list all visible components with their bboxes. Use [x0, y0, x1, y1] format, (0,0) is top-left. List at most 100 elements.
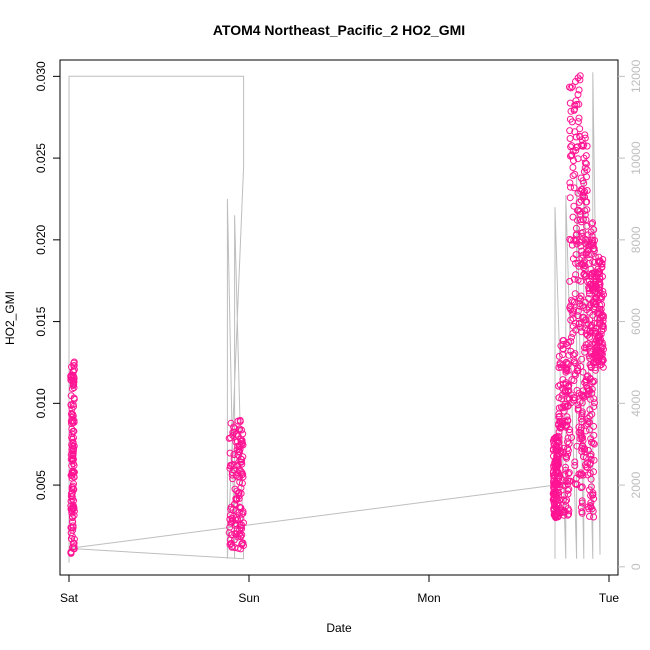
data-point	[575, 319, 583, 327]
data-point	[593, 269, 601, 277]
data-point	[579, 471, 587, 479]
y-tick-label: 0.020	[34, 225, 48, 255]
data-point	[562, 463, 569, 471]
data-point	[584, 459, 591, 467]
data-point	[68, 372, 76, 379]
data-point	[591, 280, 599, 288]
data-point	[582, 427, 590, 435]
data-point	[576, 72, 584, 80]
data-point	[238, 456, 246, 464]
data-point	[570, 184, 578, 192]
data-point	[567, 183, 574, 191]
y-axis: 0.005 0.010 0.015 0.020 0.025 0.030	[34, 61, 60, 500]
data-point	[584, 327, 591, 335]
data-point	[594, 357, 602, 365]
data-point	[568, 376, 576, 384]
data-point	[579, 368, 587, 376]
data-point	[578, 355, 586, 363]
data-point	[70, 402, 78, 410]
data-point	[232, 430, 240, 438]
x-tick-label: Sun	[238, 591, 259, 605]
data-point	[69, 514, 76, 522]
data-point	[591, 319, 599, 327]
data-point	[564, 477, 572, 485]
data-point	[234, 432, 242, 440]
data-point	[565, 507, 573, 515]
y-tick-label: 0.015	[34, 306, 48, 336]
data-point	[591, 327, 599, 335]
data-point	[590, 377, 598, 385]
data-point	[568, 434, 576, 441]
data-point	[565, 469, 573, 477]
data-point	[551, 500, 558, 508]
data-point	[69, 382, 77, 389]
data-point	[590, 456, 598, 464]
data-point	[551, 487, 559, 495]
data-point	[584, 246, 592, 254]
data-point	[227, 539, 235, 547]
data-point	[574, 118, 582, 126]
data-point	[581, 134, 589, 142]
data-point	[558, 395, 566, 403]
right-y-tick-label: 2000	[629, 471, 643, 498]
data-point	[566, 426, 573, 434]
data-point	[581, 131, 589, 139]
data-point	[565, 440, 573, 448]
data-point	[69, 485, 77, 493]
data-point	[554, 457, 562, 465]
right-y-tick-label: 10000	[629, 141, 643, 175]
data-point	[578, 412, 586, 420]
data-point	[592, 324, 599, 332]
data-point	[586, 512, 593, 520]
data-point	[577, 484, 585, 492]
data-point	[563, 358, 571, 366]
data-point	[563, 367, 571, 375]
data-point	[240, 542, 247, 549]
data-point	[576, 216, 584, 224]
data-point	[586, 308, 594, 316]
data-point	[571, 170, 579, 178]
data-point	[566, 395, 574, 403]
y-axis-right: 0 2000 4000 6000 8000 10000 12000	[618, 59, 643, 570]
data-point	[577, 196, 585, 204]
data-point	[570, 306, 578, 314]
data-point	[572, 251, 580, 259]
x-axis-label: Date	[326, 621, 352, 635]
data-point	[587, 452, 594, 460]
data-point	[589, 507, 597, 515]
data-point	[574, 405, 582, 413]
data-point	[576, 471, 584, 479]
data-point	[591, 364, 599, 372]
data-point	[578, 483, 586, 491]
data-point	[570, 202, 578, 210]
data-point	[562, 466, 570, 474]
data-point	[582, 152, 590, 160]
data-point	[549, 469, 557, 477]
data-point	[556, 472, 564, 479]
data-point	[566, 277, 574, 285]
data-point	[67, 549, 75, 557]
data-point	[235, 508, 243, 516]
data-point	[555, 352, 563, 360]
data-point	[586, 387, 594, 395]
data-point	[592, 344, 600, 352]
data-point	[577, 415, 585, 423]
data-point	[230, 462, 238, 469]
data-point	[577, 292, 585, 300]
data-point	[68, 504, 76, 512]
data-point	[596, 305, 604, 313]
data-point	[579, 177, 587, 185]
data-point	[574, 401, 582, 409]
y-tick-label: 0.030	[34, 61, 48, 91]
data-point	[567, 338, 575, 345]
x-tick-label: Mon	[417, 591, 440, 605]
data-point	[566, 179, 574, 187]
pink-series	[67, 72, 607, 557]
data-point	[575, 100, 583, 108]
data-point	[589, 491, 597, 499]
data-point	[583, 173, 590, 181]
data-point	[231, 530, 239, 538]
data-point	[599, 363, 607, 371]
data-point	[70, 395, 78, 403]
